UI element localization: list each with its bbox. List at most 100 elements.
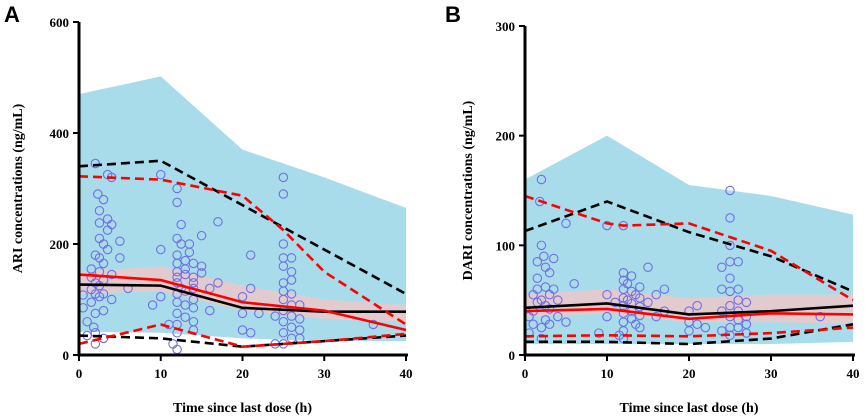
observed-point — [286, 275, 297, 285]
observed-point — [553, 295, 563, 305]
panel-b: 0 100 200 300 0 10 20 30 40 Time since last dose … — [445, 2, 860, 416]
simulated-upper — [78, 159, 407, 296]
observed-point — [643, 297, 653, 308]
observed-point — [90, 308, 101, 319]
observed-point — [156, 291, 166, 302]
observed-point — [286, 311, 297, 321]
y-tick-label: 600 — [50, 15, 70, 30]
observed-median — [78, 273, 407, 332]
observed-point — [88, 322, 99, 332]
observed-point — [180, 312, 191, 323]
x-tick-label: 30 — [318, 366, 331, 381]
observed-point — [278, 189, 289, 199]
observed-lower — [78, 323, 407, 348]
panel-a: 0 200 400 600 0 10 20 30 40 Time since last dose … — [4, 2, 413, 416]
observed-point — [98, 258, 109, 269]
observed-point — [548, 253, 559, 264]
observed-point — [692, 300, 702, 311]
observed-point — [237, 291, 248, 302]
observed-point — [172, 344, 182, 355]
observed-point — [815, 311, 825, 322]
x-tick-label: 40 — [400, 366, 413, 381]
observed-point — [90, 158, 101, 169]
observed-point — [635, 310, 645, 321]
observed-point — [733, 257, 743, 267]
y-tick-label: 200 — [50, 237, 70, 252]
observed-point — [94, 205, 105, 216]
observed-point — [536, 322, 547, 333]
observed-point — [635, 282, 645, 292]
observed-point — [245, 328, 256, 338]
observed-point — [237, 325, 248, 335]
x-axis-title: Time since last dose (h) — [173, 401, 312, 416]
y-tick-label: 0 — [509, 348, 516, 363]
observed-point — [544, 267, 555, 278]
observed-point — [532, 273, 543, 283]
observed-point — [643, 262, 653, 273]
y-tick-label: 100 — [496, 238, 516, 253]
y-tick-label: 200 — [496, 129, 516, 144]
observed-point — [286, 253, 297, 263]
observed-point — [278, 239, 289, 249]
observed-point — [278, 328, 289, 338]
observed-point — [294, 314, 305, 324]
observed-point — [156, 244, 166, 255]
observed-point — [626, 271, 637, 281]
observed-point — [700, 322, 711, 333]
observed-point — [98, 305, 109, 316]
simulated-median — [524, 302, 854, 316]
observed-point — [98, 289, 109, 299]
panel-letter: A — [4, 2, 20, 27]
observed-lower — [524, 326, 854, 338]
y-tick-label: 0 — [63, 348, 70, 363]
observed-point — [172, 183, 182, 194]
observed-point — [106, 269, 117, 280]
observed-upper — [524, 194, 854, 302]
observed-point — [651, 289, 661, 300]
observed-point — [622, 278, 633, 289]
observed-point — [180, 264, 191, 274]
y-tick-label: 300 — [496, 19, 516, 34]
simulated-upper — [524, 200, 854, 293]
observed-point — [278, 261, 289, 271]
x-axis-title: Time since last dose (h) — [620, 401, 759, 416]
observed-point — [172, 266, 182, 277]
observed-point — [237, 308, 248, 319]
observed-point — [168, 339, 178, 349]
observed-point — [106, 294, 117, 305]
observed-point — [270, 311, 280, 321]
observed-point — [180, 300, 191, 310]
x-tick-label: 10 — [154, 366, 167, 381]
observed-point — [98, 194, 109, 205]
observed-point — [594, 328, 604, 338]
observed-point — [635, 322, 645, 333]
observed-point — [569, 278, 579, 289]
observed-point — [561, 218, 571, 229]
observed-point — [725, 240, 735, 251]
x-tick-label: 30 — [765, 366, 778, 381]
simulated-lower — [78, 334, 407, 348]
y-tick-label: 400 — [50, 126, 70, 141]
observed-point — [213, 217, 223, 227]
observed-point — [602, 311, 612, 322]
observed-point — [286, 289, 297, 299]
observed-point — [147, 300, 158, 310]
observed-point — [536, 174, 547, 185]
observed-point — [172, 197, 182, 208]
observed-point — [172, 272, 182, 283]
observed-point — [102, 244, 113, 255]
observed-point — [172, 308, 182, 319]
observed-point — [184, 247, 195, 258]
observed-point — [618, 267, 629, 278]
x-tick-label: 10 — [601, 366, 614, 381]
observed-point — [106, 219, 117, 230]
observed-point — [548, 284, 559, 294]
observed-point — [196, 268, 207, 278]
y-axis-title: DARI concentrations (ng/mL) — [461, 100, 476, 280]
observed-point — [86, 297, 97, 308]
observed-point — [213, 278, 223, 288]
observed-point — [659, 284, 670, 294]
observed-point — [172, 297, 182, 308]
observed-point — [725, 273, 735, 283]
observed-point — [93, 189, 103, 199]
